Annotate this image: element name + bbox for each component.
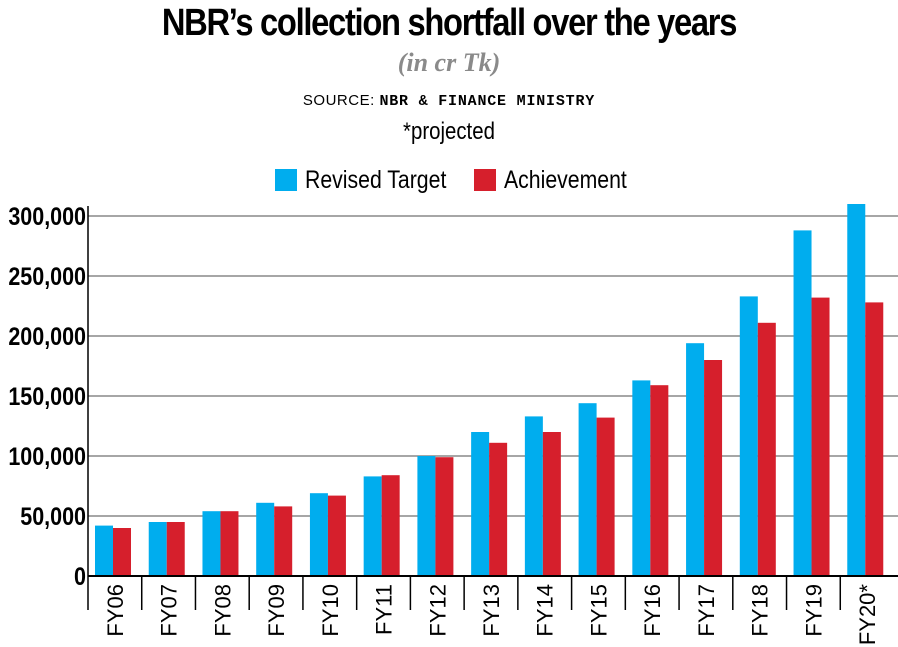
bar: [542, 432, 561, 576]
x-tick-label: FY09: [264, 584, 289, 637]
bar: [417, 456, 436, 576]
projection-note: *projected: [403, 118, 495, 145]
bar: [847, 204, 866, 576]
bar: [363, 476, 382, 576]
x-tick-label: FY10: [318, 584, 343, 637]
x-tick-label: FY19: [801, 584, 826, 637]
bar: [256, 502, 275, 576]
x-tick-label: FY20*: [855, 584, 880, 646]
bar: [686, 343, 705, 576]
bar: [811, 297, 830, 576]
x-tick-label: FY17: [694, 584, 719, 637]
axes: [87, 206, 898, 610]
bar: [596, 417, 615, 576]
x-tick-label: FY07: [157, 584, 182, 637]
bar: [148, 522, 167, 576]
x-tick-label: FY06: [103, 584, 128, 637]
bar: [327, 495, 346, 576]
bar: [113, 528, 131, 576]
bar: [524, 416, 543, 576]
x-tick-label: FY13: [479, 584, 504, 637]
y-tick-label: 0: [74, 562, 86, 590]
x-tick-label: FY12: [425, 584, 450, 637]
bars: [95, 204, 884, 576]
bar: [274, 506, 293, 576]
bar: [704, 360, 723, 576]
bar: [739, 296, 758, 576]
y-tick-label: 200,000: [8, 322, 86, 350]
bar: [220, 511, 239, 576]
bar: [471, 432, 490, 576]
bar: [865, 302, 884, 576]
chart-subtitle: (in cr Tk): [397, 48, 501, 77]
x-tick-label: FY18: [748, 584, 773, 637]
y-tick-label: 50,000: [20, 502, 86, 530]
chart-title: NBR’s collection shortfall over the year…: [161, 2, 738, 44]
y-tick-label: 250,000: [8, 262, 86, 290]
source-name: NBR & FINANCE MINISTRY: [379, 93, 596, 110]
legend-swatch-achievement: [474, 169, 496, 191]
bar: [166, 522, 185, 576]
x-tick-label: FY16: [640, 584, 665, 637]
bar: [202, 511, 221, 576]
x-tick-label: FY14: [533, 584, 558, 637]
source-line: SOURCE: NBR & FINANCE MINISTRY: [0, 92, 898, 110]
source-prefix: SOURCE:: [302, 92, 375, 109]
legend-item-achievement: Achievement: [474, 164, 649, 196]
legend-item-revised-target: Revised Target: [275, 164, 471, 196]
legend: Revised Target Achievement: [0, 164, 898, 196]
x-tick-label: FY08: [210, 584, 235, 637]
x-tick-label: FY15: [586, 584, 611, 637]
legend-label-achievement: Achievement: [504, 165, 627, 194]
legend-label-revised-target: Revised Target: [305, 165, 447, 194]
bar: [381, 475, 400, 576]
x-tick-labels: FY06 FY07 FY08 FY09 FY10 FY11 FY12 FY13 FY14 FY15…: [103, 584, 880, 646]
bar: [793, 230, 812, 576]
y-tick-label: 300,000: [8, 202, 86, 230]
bar: [435, 457, 454, 576]
bar: [95, 525, 113, 576]
y-tick-label: 100,000: [8, 442, 86, 470]
bar: [489, 442, 508, 576]
bar: [309, 493, 328, 576]
y-tick-label: 150,000: [8, 382, 86, 410]
bar: [757, 322, 776, 576]
bar: [632, 380, 651, 576]
y-tick-labels: 0 50,000 100,000 150,000 200,000 250,000 300,0…: [8, 202, 86, 590]
legend-swatch-revised-target: [275, 169, 297, 191]
x-tick-label: FY11: [372, 584, 397, 635]
bar: [650, 385, 669, 576]
bar: [578, 403, 597, 576]
